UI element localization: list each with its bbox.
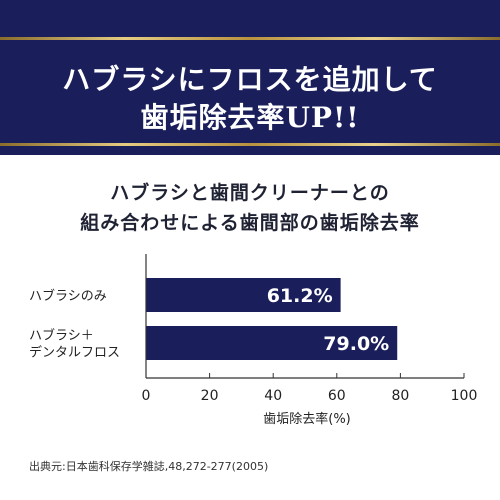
category-label: ハブラシのみ (29, 288, 107, 304)
bar (146, 278, 341, 312)
gold-divider-top (0, 37, 500, 40)
x-tick-label: 100 (451, 388, 478, 404)
bar-chart: 61.2% ハブラシのみ 79.0% ハブラシ＋デンタルフロス 0 20 40 60 80 100… (29, 254, 478, 427)
x-tick-label: 80 (391, 388, 409, 404)
bar (146, 326, 398, 360)
x-tick-label: 0 (142, 388, 151, 404)
gold-divider-bottom (0, 143, 500, 146)
bar-value-label: 79.0% (323, 333, 389, 355)
chart-title-line1: ハブラシと歯間クリーナーとの (110, 182, 390, 204)
source-citation: 出典元:日本歯科保存学雑誌,48,272-277(2005) (29, 460, 269, 473)
category-label: ハブラシ＋ (29, 328, 94, 344)
chart-title-line2: 組み合わせによる歯間部の歯垢除去率 (80, 212, 420, 234)
x-tick-label: 60 (328, 388, 346, 404)
banner-title-line2: 歯垢除去率UP!! (140, 101, 360, 134)
header-banner: ハブラシにフロスを追加して 歯垢除去率UP!! (0, 0, 500, 155)
bar-value-label: 61.2% (267, 285, 333, 307)
banner-title-line1: ハブラシにフロスを追加して (62, 63, 438, 96)
category-label: デンタルフロス (29, 345, 120, 361)
x-tick-label: 40 (264, 388, 282, 404)
x-tick-label: 20 (201, 388, 219, 404)
x-axis-title: 歯垢除去率(%) (263, 411, 351, 427)
